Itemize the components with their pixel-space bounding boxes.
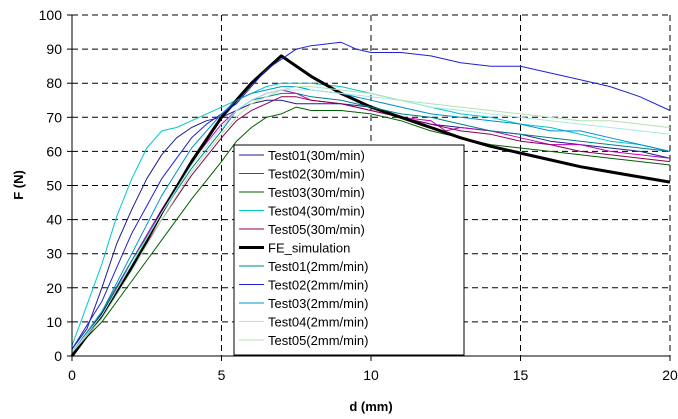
- series-layer: [70, 41, 671, 357]
- legend-label-4: Test04(30m/min): [268, 204, 365, 219]
- y-tick-label-90: 90: [46, 41, 62, 57]
- series-line-1: [71, 99, 671, 350]
- series-line-10: [71, 89, 671, 353]
- legend-label-10: Test04(2mm/min): [268, 315, 368, 330]
- legend-label-9: Test03(2mm/min): [268, 296, 368, 311]
- x-tick-label-20: 20: [662, 367, 678, 383]
- legend-label-1: Test01(30m/min): [268, 148, 365, 163]
- x-tick-label-5: 5: [218, 367, 226, 383]
- series-line-4: [71, 82, 671, 346]
- series-line-8: [71, 41, 671, 350]
- x-tick-label-0: 0: [68, 367, 76, 383]
- y-tick-label-70: 70: [46, 109, 62, 125]
- x-axis-title: d (mm): [349, 399, 392, 414]
- legend-label-7: Test01(2mm/min): [268, 259, 368, 274]
- y-tick-label-0: 0: [54, 348, 62, 364]
- series-line-11: [71, 86, 671, 353]
- x-tick-label-10: 10: [363, 367, 379, 383]
- legend-label-6: FE_simulation: [268, 241, 350, 256]
- legend-label-11: Test05(2mm/min): [268, 333, 368, 348]
- axes: [67, 14, 671, 361]
- y-tick-label-30: 30: [46, 246, 62, 262]
- series-line-7: [71, 92, 671, 353]
- y-tick-label-100: 100: [39, 7, 63, 23]
- y-tick-label-40: 40: [46, 212, 62, 228]
- y-tick-label-10: 10: [46, 314, 62, 330]
- series-line-5: [71, 96, 671, 353]
- y-tick-label-60: 60: [46, 143, 62, 159]
- x-tick-label-15: 15: [513, 367, 529, 383]
- legend-label-2: Test02(30m/min): [268, 167, 365, 182]
- y-tick-label-20: 20: [46, 280, 62, 296]
- legend-label-5: Test05(30m/min): [268, 222, 365, 237]
- series-line-3: [71, 106, 671, 353]
- y-tick-labels: 0 10 20 30 40 50 60 70 80 90 100: [39, 7, 63, 364]
- legend: Test01(30m/min) Test02(30m/min) Test03(30m…: [233, 144, 465, 356]
- y-tick-label-80: 80: [46, 75, 62, 91]
- legend-label-3: Test03(30m/min): [268, 185, 365, 200]
- legend-label-8: Test02(2mm/min): [268, 278, 368, 293]
- x-tick-labels: 0 5 10 15 20: [68, 367, 678, 383]
- y-tick-label-50: 50: [46, 178, 62, 194]
- legend-box: [233, 144, 465, 356]
- y-axis-title: F (N): [11, 170, 26, 200]
